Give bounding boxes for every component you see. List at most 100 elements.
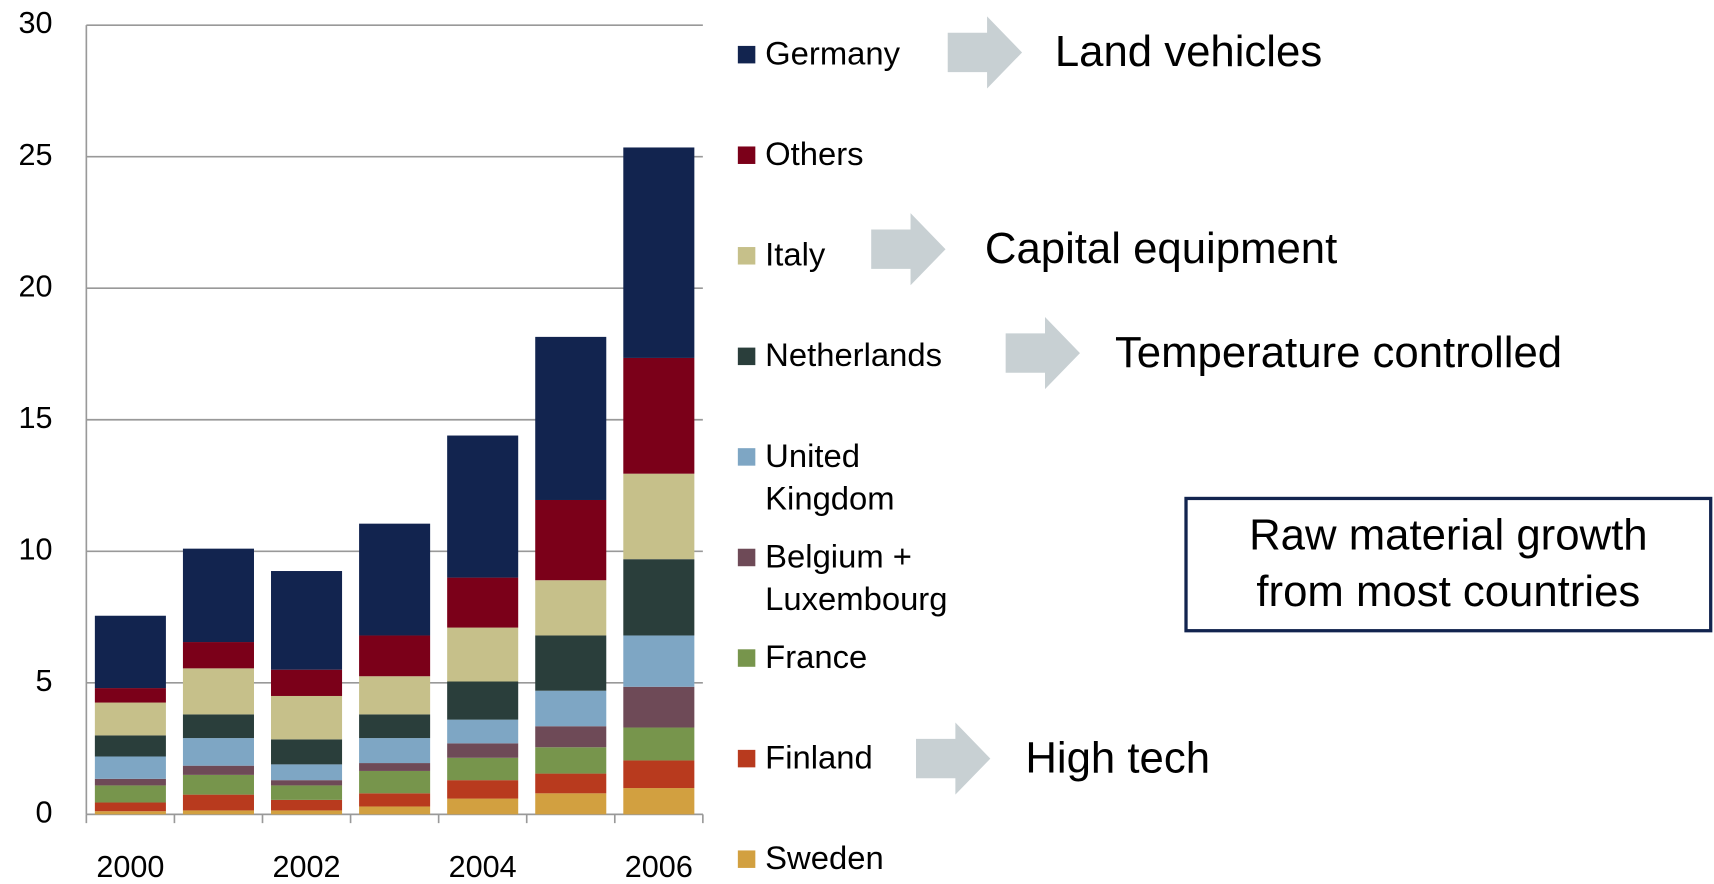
bar-segment: [271, 785, 343, 800]
legend-label: Others: [765, 136, 864, 173]
bar-segment: [94, 756, 166, 779]
bar-segment: [271, 764, 343, 781]
legend-swatch: [737, 45, 756, 64]
y-tick-label: 15: [18, 401, 52, 435]
legend-swatch: [737, 850, 756, 868]
bar-segment: [182, 765, 254, 775]
x-tick-label: 2004: [449, 850, 517, 884]
bar-segment: [535, 747, 607, 774]
bar-segment: [94, 785, 166, 803]
callout-text: from most countries: [1256, 567, 1640, 616]
bar-segment: [535, 635, 607, 691]
y-tick-label: 0: [35, 795, 52, 829]
legend-swatch: [737, 548, 756, 567]
annotation: Temperature controlled: [1115, 328, 1562, 377]
bar-segment: [359, 676, 431, 715]
bar-segment: [182, 548, 254, 643]
bar-segment: [94, 811, 166, 815]
legend-swatch: [737, 649, 756, 667]
bar-segment: [359, 635, 431, 677]
legend-label: Italy: [765, 237, 826, 274]
bar-segment: [447, 577, 519, 628]
arrow: [1005, 316, 1080, 390]
legend-swatch: [737, 448, 756, 466]
bar-segment: [359, 523, 431, 636]
legend-swatch: [737, 749, 756, 768]
y-tick-label: 30: [18, 6, 52, 40]
x-tick-label: 2002: [273, 850, 341, 884]
bar-segment: [447, 743, 519, 758]
legend-swatch: [737, 347, 756, 366]
bar-segment: [447, 798, 519, 815]
bar-segment: [271, 739, 343, 765]
annotation: Capital equipment: [985, 224, 1337, 273]
bar-segment: [359, 763, 431, 771]
bar-segment: [535, 580, 607, 636]
y-tick-label: 10: [18, 532, 52, 566]
bar-segment: [359, 738, 431, 764]
bar-segment: [94, 615, 166, 689]
bar-segment: [623, 788, 695, 815]
bar-segment: [271, 669, 343, 696]
bar-segment: [623, 357, 695, 474]
x-tick-label: 2006: [625, 850, 693, 884]
bar-segment: [535, 773, 607, 794]
bar-segment: [271, 695, 343, 740]
bar-segment: [182, 738, 254, 766]
legend-label: France: [765, 639, 868, 676]
x-tick-label: 2000: [96, 850, 164, 884]
legend-label: Germany: [765, 36, 901, 73]
bar-segment: [535, 690, 607, 727]
bar-segment: [535, 499, 607, 581]
y-tick-label: 25: [18, 138, 52, 172]
bar-segment: [447, 681, 519, 720]
bar-segment: [447, 757, 519, 781]
callout-text: Raw material growth: [1249, 510, 1647, 559]
bar-segment: [271, 780, 343, 786]
bar-segment: [447, 719, 519, 744]
bar-segment: [359, 806, 431, 815]
bar-segment: [94, 702, 166, 736]
bar-segment: [535, 793, 607, 815]
legend-label: Sweden: [765, 840, 884, 877]
bar-segment: [94, 802, 166, 812]
y-tick-label: 5: [35, 664, 52, 698]
bar-segment: [623, 559, 695, 636]
bar-segment: [359, 770, 431, 794]
bar-segment: [182, 714, 254, 739]
bar-segment: [447, 627, 519, 682]
bar-segment: [535, 336, 607, 500]
bar-segment: [623, 686, 695, 728]
legend-swatch: [737, 146, 756, 164]
bar-segment: [94, 778, 166, 786]
bar-segment: [623, 147, 695, 358]
bar-segment: [182, 668, 254, 715]
annotation: High tech: [1025, 733, 1210, 782]
legend-label: Netherlands: [765, 337, 942, 374]
bar-segment: [447, 780, 519, 799]
bar-segment: [447, 435, 519, 578]
annotation: Land vehicles: [1055, 27, 1322, 76]
legend-label: Finland: [765, 740, 873, 777]
bar-segment: [182, 810, 254, 815]
legend-label: Belgium + Luxembourg: [765, 538, 948, 618]
arrow: [871, 213, 946, 286]
arrow: [947, 16, 1023, 89]
bar-segment: [271, 810, 343, 815]
bar-segment: [182, 642, 254, 669]
bar-segment: [623, 760, 695, 789]
arrow: [916, 722, 991, 795]
y-tick-label: 20: [18, 269, 52, 303]
bar-segment: [359, 793, 431, 807]
legend-swatch: [737, 247, 756, 265]
bar-segment: [623, 473, 695, 560]
bar-segment: [359, 714, 431, 739]
bar-segment: [94, 688, 166, 703]
bar-segment: [271, 799, 343, 811]
bar-segment: [535, 726, 607, 748]
bar-segment: [623, 727, 695, 761]
callout-box: [1184, 496, 1713, 633]
bar-segment: [182, 774, 254, 795]
